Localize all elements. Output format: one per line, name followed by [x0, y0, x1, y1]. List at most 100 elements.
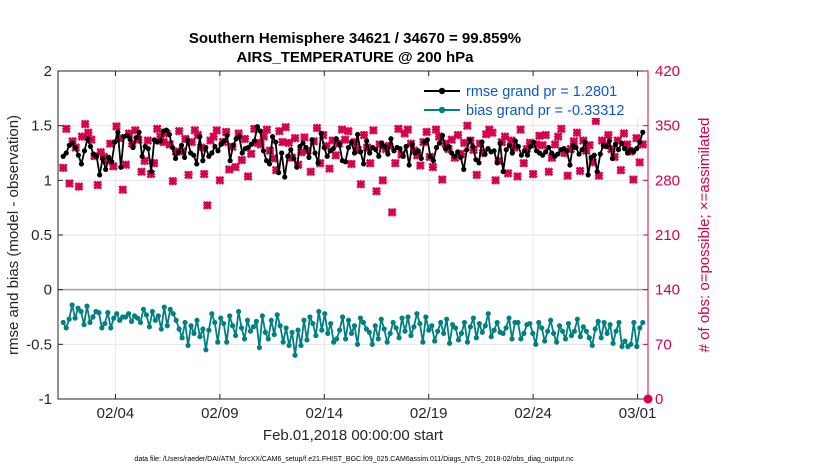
rmse-point — [449, 150, 455, 156]
bias-point — [146, 324, 153, 330]
rmse-point — [194, 161, 200, 167]
bias-point — [601, 319, 607, 326]
bias-point — [455, 337, 462, 343]
rmse-point — [397, 146, 403, 152]
rmse-point — [166, 131, 173, 138]
rmse-point — [133, 135, 139, 141]
rmse-point — [124, 132, 130, 139]
bias-point — [227, 313, 233, 319]
bias-point — [518, 336, 524, 342]
bias-point — [461, 319, 468, 326]
rmse-point — [427, 153, 433, 159]
assimilated-point — [184, 170, 193, 180]
assimilated-point — [74, 182, 84, 192]
rmse-point — [245, 144, 251, 151]
assimilated-point — [390, 158, 400, 168]
bias-point — [399, 315, 405, 321]
bias-point — [631, 319, 637, 326]
rmse-point — [269, 134, 276, 140]
bias-point — [369, 341, 375, 347]
assimilated-point — [215, 175, 225, 185]
bias-point — [90, 314, 96, 320]
bias-point — [143, 312, 150, 318]
rmse-point — [585, 172, 591, 178]
rmse-point — [485, 146, 491, 152]
rmse-point — [621, 146, 628, 152]
assimilated-point — [569, 136, 579, 146]
bias-point — [179, 335, 185, 341]
rmse-point — [509, 150, 515, 156]
rmse-point — [430, 158, 437, 164]
bias-point — [482, 323, 488, 329]
assimilated-point — [372, 186, 381, 196]
left-tick-label: -0.5 — [26, 336, 52, 353]
bias-point — [610, 340, 616, 346]
rmse-point — [467, 137, 473, 143]
rmse-point — [491, 148, 497, 154]
rmse-point — [634, 146, 640, 152]
assimilated-point — [237, 155, 247, 165]
rmse-point — [388, 136, 394, 142]
bias-point — [342, 336, 349, 342]
rmse-point — [524, 152, 531, 158]
bias-point — [390, 319, 396, 326]
bias-point — [634, 343, 640, 350]
bias-point — [494, 319, 500, 326]
legend-bias-text: bias grand pr = -0.33312 — [466, 103, 624, 119]
rmse-point — [330, 146, 336, 152]
bias-point — [360, 319, 367, 326]
assimilated-point — [538, 140, 547, 150]
assimilated-point — [415, 161, 425, 170]
rmse-point — [312, 150, 318, 156]
rmse-point — [379, 140, 385, 146]
bias-point — [87, 319, 93, 326]
rmse-point — [564, 148, 570, 154]
rmse-point — [103, 166, 109, 172]
rmse-point — [291, 155, 297, 162]
rmse-point — [78, 161, 85, 167]
bias-point — [562, 336, 569, 342]
rmse-point — [439, 132, 446, 139]
rmse-point — [597, 151, 603, 157]
bias-point — [405, 314, 411, 320]
bias-point — [111, 315, 117, 321]
rmse-point — [515, 143, 521, 150]
bias-point — [182, 319, 188, 326]
bias-point — [230, 323, 236, 329]
x-axis-ticks: 02/04 02/09 02/14 02/19 02/24 03/01 — [97, 71, 656, 422]
bias-point — [432, 338, 438, 344]
assimilated-point — [231, 162, 240, 172]
rmse-point — [294, 164, 300, 170]
bias-point — [173, 317, 179, 323]
assimilated-point — [628, 175, 638, 184]
rmse-point — [257, 128, 264, 134]
bias-point — [598, 335, 604, 341]
assimilated-point — [591, 116, 601, 126]
assimilated-point — [262, 125, 272, 134]
rmse-point — [354, 131, 361, 138]
bias-point — [66, 316, 72, 322]
bias-point — [429, 323, 435, 329]
assimilated-point — [544, 167, 554, 177]
bias-point — [241, 336, 248, 342]
assimilated-point — [121, 160, 131, 170]
bias-point — [351, 323, 358, 329]
assimilated-point — [550, 139, 560, 149]
assimilated-point — [556, 124, 566, 134]
bias-point — [586, 335, 592, 341]
bias-point — [545, 328, 551, 334]
assimilated-point — [575, 166, 585, 176]
bias-point — [280, 339, 286, 345]
bias-point — [565, 320, 572, 327]
bias-point — [78, 308, 84, 315]
bias-point — [316, 308, 322, 315]
assimilated-point — [453, 130, 463, 140]
left-axis-ticks: -1 -0.5 0 0.5 1 1.5 2 — [26, 63, 63, 408]
assimilated-point — [428, 162, 438, 172]
rmse-point — [169, 144, 176, 151]
bias-point — [595, 318, 601, 324]
bias-point — [298, 342, 304, 349]
bias-point — [334, 336, 340, 342]
assimilated-point — [503, 168, 513, 178]
assimilated-point — [202, 200, 212, 210]
